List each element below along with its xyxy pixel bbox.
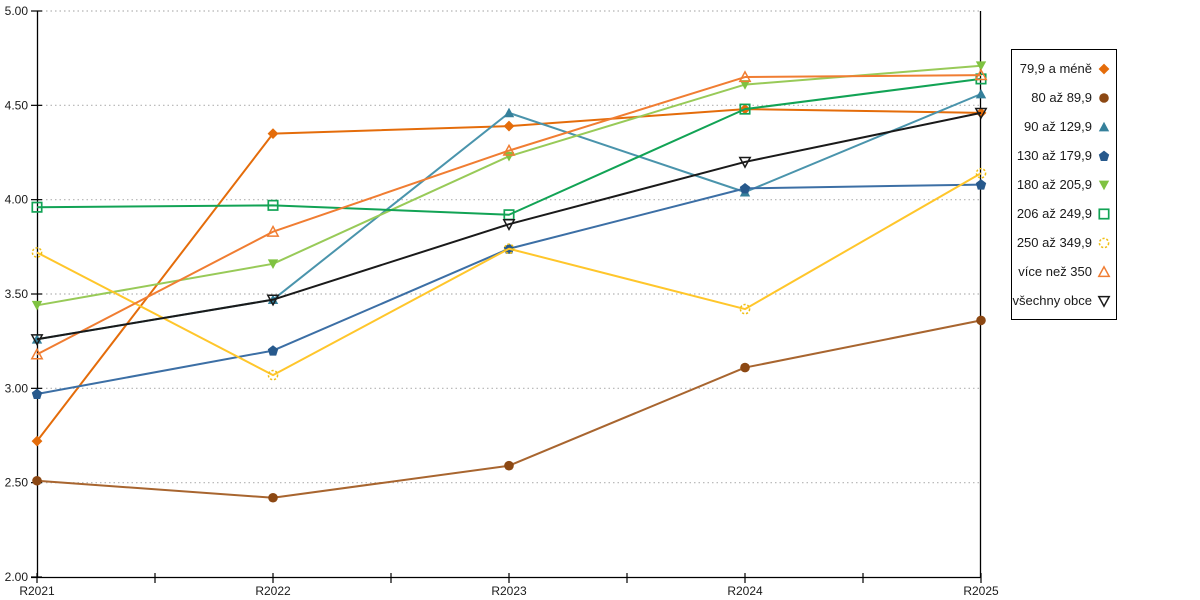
series-line-2 xyxy=(36,319,982,499)
legend-label: 206 až 249,9 xyxy=(1016,206,1092,221)
legend-label: 180 až 205,9 xyxy=(1016,177,1092,192)
legend-item-5[interactable]: 180 až 205,9 xyxy=(1012,172,1116,198)
series-line-4 xyxy=(36,183,982,395)
legend-label: 80 až 89,9 xyxy=(1031,90,1092,105)
legend-item-9[interactable]: všechny obce xyxy=(1012,288,1116,314)
pentagon-legend-marker-icon xyxy=(1098,150,1110,161)
legend-item-3[interactable]: 90 až 129,9 xyxy=(1012,114,1116,140)
triangle-down-open-marker-icon xyxy=(266,294,280,307)
series-line-9 xyxy=(36,111,982,341)
diamond-legend-marker-icon xyxy=(1098,63,1110,74)
triangle-up-legend-marker-icon xyxy=(1098,121,1110,131)
triangle-down-legend-marker-icon xyxy=(1098,180,1110,190)
legend-label: 130 až 179,9 xyxy=(1016,148,1092,163)
legend-label: všechny obce xyxy=(1012,293,1093,308)
triangle-up-open-marker-icon xyxy=(738,70,752,83)
series-line-6 xyxy=(36,77,982,216)
circle-open-dashed-legend-marker-icon xyxy=(1098,237,1110,248)
triangle-up-marker-icon xyxy=(975,88,987,99)
legend-label: 250 až 349,9 xyxy=(1016,235,1092,250)
y-axis-label: 4.50 xyxy=(5,98,29,112)
y-axis-label: 2.50 xyxy=(5,476,29,490)
triangle-down-open-marker-icon xyxy=(974,107,988,120)
triangle-down-open-legend-marker-icon xyxy=(1097,295,1111,308)
legend: 79,9 a méně 80 až 89,9 90 až 129,9 130 až 1… xyxy=(1011,49,1117,320)
square-open-marker-icon xyxy=(267,199,279,211)
circle-marker-icon xyxy=(740,362,750,373)
x-axis-label: R2023 xyxy=(491,584,527,598)
legend-label: 90 až 129,9 xyxy=(1024,119,1092,134)
triangle-up-marker-icon xyxy=(503,107,515,118)
triangle-down-marker-icon xyxy=(975,61,987,71)
triangle-up-open-legend-marker-icon xyxy=(1097,264,1111,277)
square-open-marker-icon xyxy=(31,201,43,213)
circle-open-dashed-marker-icon xyxy=(267,369,279,381)
triangle-down-open-marker-icon xyxy=(502,219,516,231)
legend-item-6[interactable]: 206 až 249,9 xyxy=(1012,201,1116,227)
y-axis-label: 3.50 xyxy=(5,287,29,301)
pentagon-marker-icon xyxy=(267,345,279,356)
legend-label: 79,9 a méně xyxy=(1019,61,1092,76)
circle-legend-marker-icon xyxy=(1099,92,1109,103)
triangle-up-open-marker-icon xyxy=(30,347,44,360)
square-open-marker-icon xyxy=(739,103,751,115)
circle-open-dashed-marker-icon xyxy=(31,247,43,258)
triangle-down-open-marker-icon xyxy=(30,334,44,347)
legend-item-1[interactable]: 79,9 a méně xyxy=(1012,56,1116,82)
circle-marker-icon xyxy=(268,492,278,503)
triangle-down-marker-icon xyxy=(31,300,43,311)
pentagon-marker-icon xyxy=(739,182,751,194)
legend-item-7[interactable]: 250 až 349,9 xyxy=(1012,230,1116,256)
circle-marker-icon xyxy=(32,475,42,486)
diamond-marker-icon xyxy=(503,120,515,132)
triangle-up-open-marker-icon xyxy=(974,68,988,81)
legend-item-8[interactable]: více než 350 xyxy=(1012,259,1116,285)
x-axis-label: R2024 xyxy=(727,584,763,598)
triangle-up-open-marker-icon xyxy=(502,143,516,156)
circle-marker-icon xyxy=(976,315,986,326)
y-axis-label: 3.00 xyxy=(5,381,29,395)
diamond-marker-icon xyxy=(31,435,43,447)
legend-item-2[interactable]: 80 až 89,9 xyxy=(1012,85,1116,111)
triangle-up-open-marker-icon xyxy=(266,224,280,237)
circle-open-dashed-marker-icon xyxy=(975,167,987,179)
triangle-down-open-marker-icon xyxy=(738,156,752,169)
x-axis-label: R2025 xyxy=(963,584,999,598)
circle-open-dashed-marker-icon xyxy=(503,243,515,255)
pentagon-marker-icon xyxy=(975,179,987,190)
series-line-7 xyxy=(36,172,982,377)
legend-label: více než 350 xyxy=(1018,264,1092,279)
y-axis-label: 2.00 xyxy=(5,570,29,584)
series-line-8 xyxy=(36,74,982,356)
triangle-down-marker-icon xyxy=(267,259,279,270)
legend-item-4[interactable]: 130 až 179,9 xyxy=(1012,143,1116,169)
y-axis-label: 4.00 xyxy=(5,193,29,207)
series-line-5 xyxy=(36,64,982,307)
x-axis-label: R2021 xyxy=(19,584,55,598)
square-open-legend-marker-icon xyxy=(1098,207,1110,220)
pentagon-marker-icon xyxy=(31,388,43,399)
triangle-down-marker-icon xyxy=(739,80,751,90)
circle-marker-icon xyxy=(504,460,514,471)
circle-open-dashed-marker-icon xyxy=(739,303,751,315)
x-axis-label: R2022 xyxy=(255,584,291,598)
y-axis-label: 5.00 xyxy=(5,4,29,18)
